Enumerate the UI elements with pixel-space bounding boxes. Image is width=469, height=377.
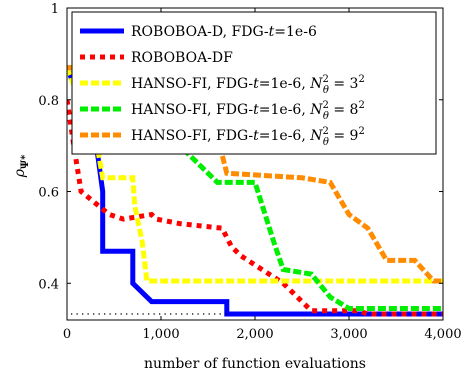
legend-text-italic: t <box>253 128 259 144</box>
legend-math-sup: 2 <box>323 126 329 137</box>
legend-text-part: =1e-6, <box>259 102 310 118</box>
legend-label-5: HANSO-FI, FDG-t=1e-6, N2 θ = 92 <box>131 126 365 148</box>
legend-box <box>71 11 437 155</box>
legend-math-symbol: N <box>309 76 323 92</box>
legend: ROBOBOA-D, FDG-t=1e-6ROBOBOA-DFHANSO-FI,… <box>71 11 437 155</box>
y-axis-label-group: ρΨ* <box>12 154 31 178</box>
legend-math-sup: 2 <box>323 74 329 85</box>
x-axis-label: number of function evaluations <box>144 356 366 372</box>
legend-text-part: HANSO-FI, FDG- <box>131 102 253 118</box>
legend-math-symbol: N <box>309 128 323 144</box>
y-tick-label: 1 <box>51 2 59 17</box>
legend-math-eq-sup: 2 <box>358 100 364 111</box>
legend-math-sub: θ <box>323 137 329 148</box>
legend-math-eq-sup: 2 <box>358 74 364 85</box>
legend-math-eq: = 8 <box>329 102 359 118</box>
y-axis-label-main: ρ <box>12 168 28 178</box>
legend-items: ROBOBOA-D, FDG-t=1e-6ROBOBOA-DFHANSO-FI,… <box>80 24 365 148</box>
legend-text-part: =1e-6, <box>259 76 310 92</box>
legend-text-italic: t <box>253 102 259 118</box>
y-tick-label: 0.8 <box>38 94 59 109</box>
legend-label-3: HANSO-FI, FDG-t=1e-6, N2 θ = 32 <box>131 74 365 96</box>
legend-text-part: HANSO-FI, FDG- <box>131 128 253 144</box>
legend-text-italic: t <box>253 76 259 92</box>
legend-math-symbol: N <box>309 102 323 118</box>
legend-label-4: HANSO-FI, FDG-t=1e-6, N2 θ = 82 <box>131 100 365 122</box>
y-tick-label: 0.4 <box>38 277 59 292</box>
legend-math-eq: = 9 <box>329 128 359 144</box>
legend-text-italic: t <box>269 24 275 40</box>
legend-label-2: ROBOBOA-DF <box>131 50 233 66</box>
legend-text-part: ROBOBOA-D, FDG- <box>131 24 269 40</box>
legend-text-part: =1e-6 <box>274 24 317 40</box>
legend-label-1: ROBOBOA-D, FDG-t=1e-6 <box>131 24 317 40</box>
legend-math-sub: θ <box>323 85 329 96</box>
y-tick-label: 0.6 <box>38 186 59 201</box>
legend-text-part: HANSO-FI, FDG- <box>131 76 253 92</box>
legend-text-part: ROBOBOA-DF <box>131 50 233 66</box>
x-tick-label: 0 <box>63 327 71 342</box>
x-tick-label: 1,000 <box>142 327 179 342</box>
series-line-2 <box>67 99 443 317</box>
y-axis-label-sub: Ψ* <box>20 154 31 169</box>
x-tick-label: 4,000 <box>424 327 461 342</box>
legend-math-sup: 2 <box>323 100 329 111</box>
legend-math-eq: = 3 <box>329 76 359 92</box>
y-axis-label: ρΨ* <box>12 154 31 178</box>
legend-math-sub: θ <box>323 111 329 122</box>
legend-text-part: =1e-6, <box>259 128 310 144</box>
x-tick-label: 2,000 <box>236 327 273 342</box>
tick-layer: 0 1,000 2,000 3,000 4,000 0.4 0.6 0.8 1 <box>38 2 461 342</box>
x-tick-label: 3,000 <box>330 327 367 342</box>
legend-math-eq-sup: 2 <box>358 126 364 137</box>
